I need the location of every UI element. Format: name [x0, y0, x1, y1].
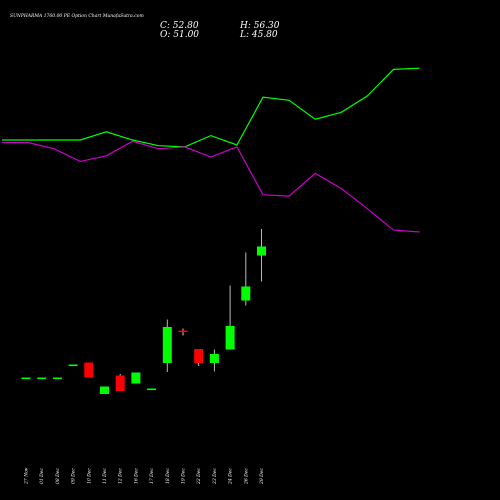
candle-body	[52, 377, 62, 380]
candle-body	[225, 326, 235, 350]
close-value: C: 52.80	[160, 21, 199, 31]
open-value: O: 51.00	[160, 30, 199, 40]
chart-title: SUNPHARMA 1760.00 PE Option Chart Munafa…	[10, 13, 144, 19]
candle-body	[131, 372, 141, 384]
candle-body	[115, 375, 125, 391]
x-tick-label: 12 Dec	[118, 468, 124, 484]
candle-body	[147, 388, 157, 391]
candle-body	[209, 354, 219, 363]
x-tick-label: 24 Dec	[228, 468, 234, 485]
candle-body	[257, 246, 266, 256]
x-axis-ticks: 27 Nov 01 Dec 08 Dec 09 Dec 10 Dec 11 Dec 12 D…	[24, 467, 266, 485]
x-tick-label: 23 Dec	[212, 468, 218, 485]
indicator-bands	[2, 67, 420, 233]
lower-band-line	[2, 140, 420, 233]
candle-body	[194, 349, 204, 363]
candle-body	[21, 377, 31, 380]
x-tick-label: 22 Dec	[196, 468, 202, 485]
candle-body	[37, 377, 47, 380]
x-tick-label: 17 Dec	[149, 468, 155, 484]
candles-group	[21, 229, 266, 394]
candle-body	[68, 364, 78, 367]
x-tick-label: 10 Dec	[86, 468, 92, 484]
x-tick-label: 08 Dec	[55, 468, 61, 484]
candle-body	[84, 362, 94, 378]
low-value: L: 45.80	[239, 30, 278, 40]
x-tick-label: 18 Dec	[165, 468, 171, 484]
high-value: H: 56.30	[239, 21, 280, 31]
x-tick-label: 29 Dec	[259, 468, 265, 485]
candle-body	[100, 386, 109, 394]
candle-body	[162, 327, 172, 363]
x-tick-label: 27 Nov	[24, 467, 30, 485]
candle-body	[241, 286, 251, 301]
x-tick-label: 01 Dec	[39, 468, 45, 484]
x-tick-label: 11 Dec	[102, 468, 108, 484]
candle-body	[178, 330, 188, 333]
upper-band-line	[2, 67, 420, 148]
x-tick-label: 19 Dec	[181, 468, 187, 484]
x-tick-label: 16 Dec	[133, 468, 139, 484]
x-tick-label: 09 Dec	[71, 468, 77, 484]
x-tick-label: 26 Dec	[243, 468, 249, 485]
